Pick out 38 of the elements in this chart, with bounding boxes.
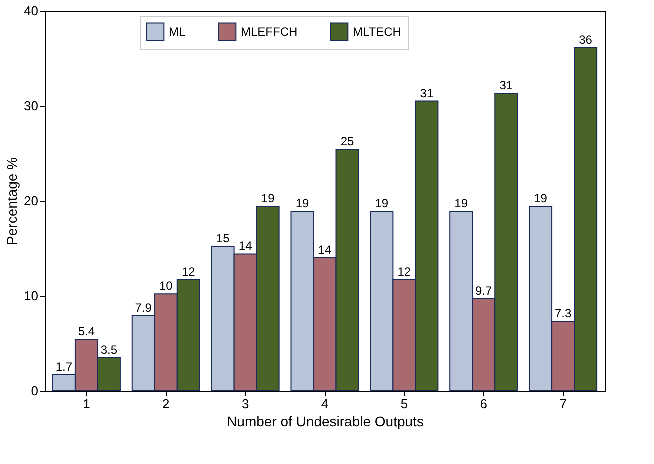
x-tick-label: 5 <box>400 396 408 412</box>
data-label: 3.5 <box>100 342 118 357</box>
y-tick-label: 0 <box>31 384 38 398</box>
data-label: 19 <box>375 196 389 210</box>
data-label: 31 <box>500 78 514 93</box>
data-label: 14 <box>238 239 253 254</box>
x-tick-label: 2 <box>162 396 170 412</box>
x-tick-label: 6 <box>480 396 488 412</box>
x-tick-label: 7 <box>560 396 567 412</box>
data-label: 12 <box>182 264 196 279</box>
data-label: 12 <box>398 264 412 279</box>
data-label: 36 <box>579 33 593 48</box>
data-label: 19 <box>261 192 276 206</box>
data-label: 7.3 <box>554 306 572 321</box>
legend-label: MLEFFCH <box>241 24 298 39</box>
x-tick-label: 3 <box>242 396 250 412</box>
y-tick-label: 20 <box>24 194 38 208</box>
x-tick-label: 4 <box>321 396 329 412</box>
data-label: 19 <box>454 196 468 210</box>
data-label: 19 <box>534 192 548 206</box>
legend-label: ML <box>169 24 186 39</box>
y-tick-label: 30 <box>24 98 38 114</box>
legend-label: MLTECH <box>353 24 402 39</box>
data-label: 9.7 <box>476 284 493 298</box>
y-axis-title: Percentage % <box>4 158 20 246</box>
data-label: 15 <box>216 232 230 246</box>
y-tick-label: 40 <box>24 4 38 18</box>
data-label: 7.9 <box>135 300 152 315</box>
y-tick-label: 10 <box>24 288 38 304</box>
data-label: 19 <box>296 196 310 210</box>
data-label: 10 <box>159 279 174 294</box>
data-label: 5.4 <box>78 324 96 339</box>
data-label: 25 <box>340 134 354 149</box>
x-tick-label: 1 <box>83 396 90 412</box>
data-label: 1.7 <box>56 360 73 374</box>
data-label: 31 <box>420 86 434 100</box>
x-axis-title: Number of Undesirable Outputs <box>227 414 424 430</box>
data-label: 14 <box>318 243 332 257</box>
